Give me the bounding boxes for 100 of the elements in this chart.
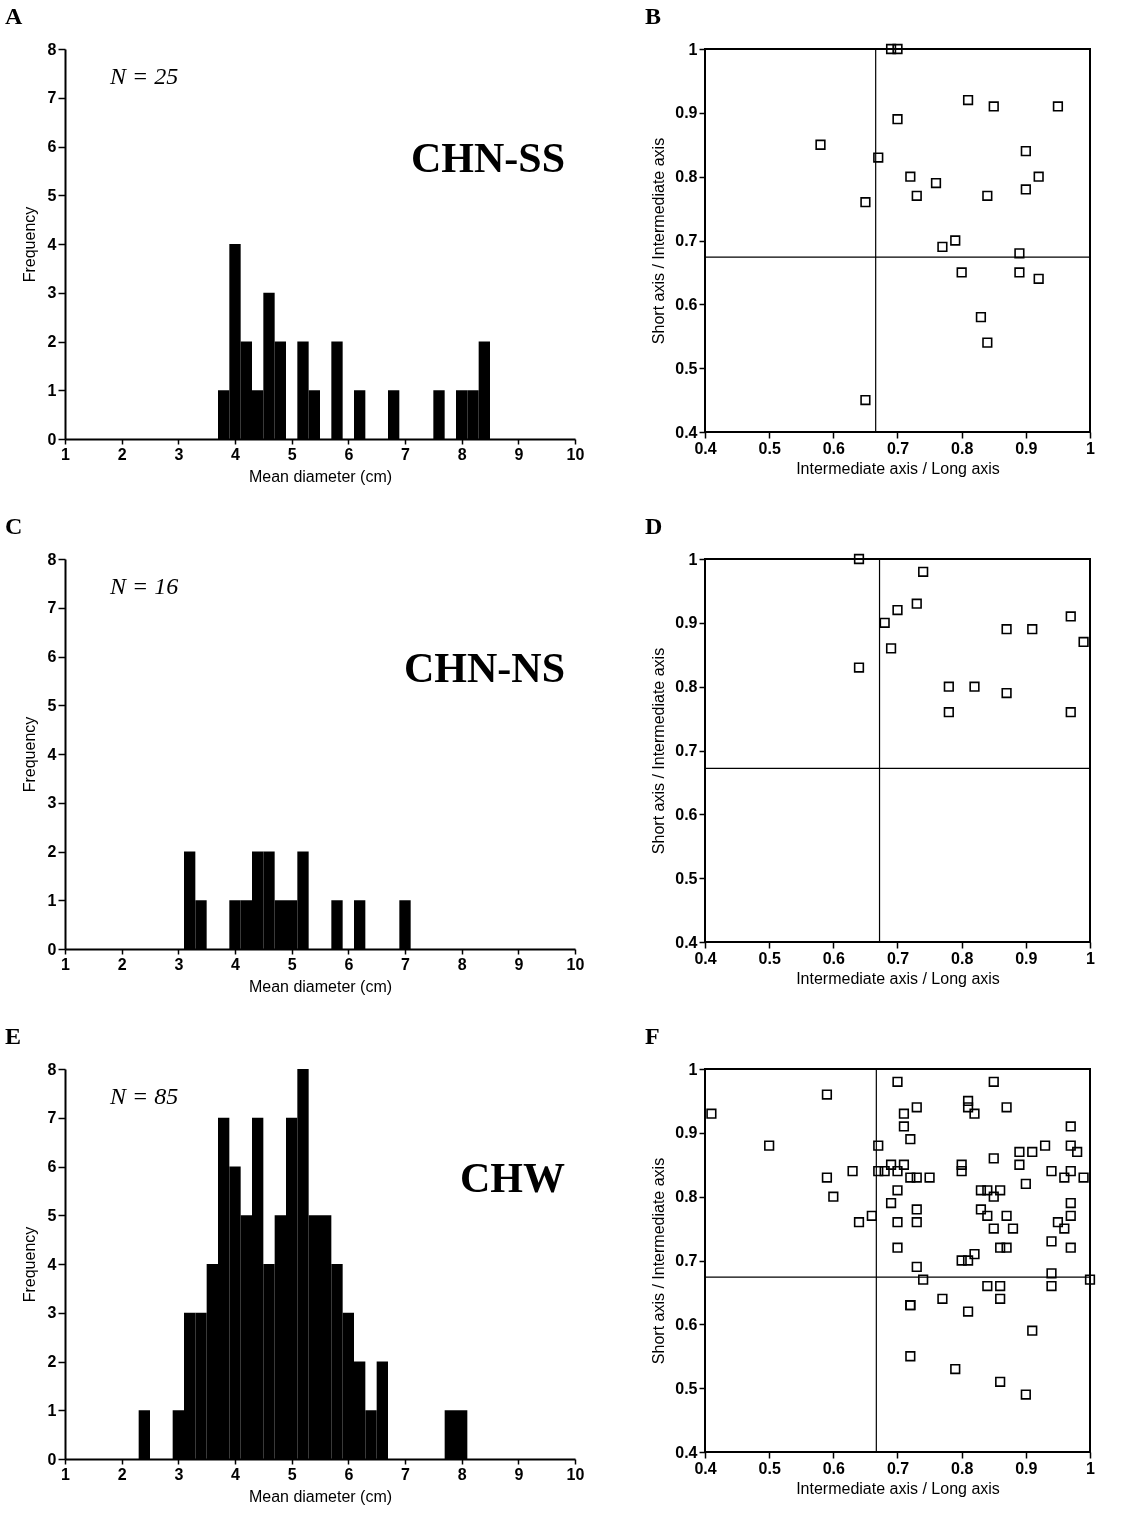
y-tick-label: 2 xyxy=(47,333,57,350)
y-tick-label: 3 xyxy=(47,284,57,302)
x-tick-label: 3 xyxy=(174,445,184,463)
x-axis-title: Intermediate axis / Long axis xyxy=(796,969,1000,987)
x-tick-label: 0.7 xyxy=(886,1459,910,1477)
point xyxy=(988,101,999,112)
y-tick-label: 0 xyxy=(47,1450,57,1468)
y-axis-title: Short axis / Intermediate axis xyxy=(650,137,668,345)
y-tick-label: 0.8 xyxy=(675,1188,698,1206)
y-tick-label: 1 xyxy=(47,381,57,399)
chart-title: D xyxy=(645,513,663,539)
point xyxy=(962,94,974,106)
x-tick-label: 8 xyxy=(457,445,467,463)
y-tick-label: 2 xyxy=(47,1353,57,1370)
annotation: N = 25 xyxy=(109,63,179,89)
y-tick-label: 1 xyxy=(688,40,698,58)
point xyxy=(885,643,897,654)
x-tick-label: 4 xyxy=(231,445,241,463)
point xyxy=(943,681,954,692)
point xyxy=(950,235,961,246)
x-tick-label: 0.6 xyxy=(822,439,846,457)
x-tick-label: 0.8 xyxy=(951,439,974,457)
point xyxy=(905,171,916,182)
x-tick-label: 4 xyxy=(231,955,241,973)
x-tick-label: 3 xyxy=(174,1465,184,1483)
x-tick-label: 3 xyxy=(174,955,184,973)
x-tick-label: 9 xyxy=(514,445,524,463)
x-axis-title: Mean diameter (cm) xyxy=(248,1487,393,1505)
y-tick-label: 5 xyxy=(47,186,57,204)
point xyxy=(969,681,980,692)
x-tick-label: 7 xyxy=(401,1465,411,1483)
x-tick-label: 5 xyxy=(287,445,297,463)
y-tick-label: 1 xyxy=(47,1401,57,1419)
y-tick-label: 4 xyxy=(47,1255,57,1273)
point xyxy=(1014,267,1025,278)
y-axis-title: Frequency xyxy=(20,206,38,283)
point xyxy=(885,43,897,55)
x-tick-label: 10 xyxy=(566,445,585,463)
x-tick-label: 2 xyxy=(117,445,127,463)
y-tick-label: 7 xyxy=(47,1109,57,1127)
point xyxy=(853,553,865,565)
point xyxy=(1020,146,1031,157)
point xyxy=(879,617,890,628)
x-tick-label: 0.7 xyxy=(886,439,910,457)
point xyxy=(918,566,929,577)
annotation: CHN-SS xyxy=(410,135,565,181)
chart-title: B xyxy=(645,3,662,29)
x-tick-label: 6 xyxy=(344,955,354,973)
point xyxy=(1027,624,1038,635)
point xyxy=(937,241,948,253)
point xyxy=(1014,248,1025,259)
chart-title: F xyxy=(645,1023,660,1049)
y-tick-label: 2 xyxy=(47,843,57,860)
y-tick-label: 0.6 xyxy=(675,805,698,823)
x-tick-label: 0.6 xyxy=(822,949,846,967)
y-tick-label: 5 xyxy=(47,696,57,714)
x-tick-label: 5 xyxy=(287,955,297,973)
x-tick-label: 0.5 xyxy=(758,439,781,457)
point xyxy=(911,598,922,609)
annotation: N = 85 xyxy=(109,1083,179,1109)
y-tick-label: 5 xyxy=(47,1206,57,1224)
y-tick-label: 0.9 xyxy=(675,1124,698,1142)
y-tick-label: 3 xyxy=(47,1304,57,1322)
point xyxy=(853,662,865,673)
y-tick-label: 1 xyxy=(688,1060,698,1078)
y-tick-label: 8 xyxy=(47,40,57,58)
chart-title: E xyxy=(5,1023,22,1049)
y-tick-label: 3 xyxy=(47,794,57,812)
x-tick-label: 0.8 xyxy=(951,1459,974,1477)
x-tick-label: 7 xyxy=(401,955,411,973)
x-tick-label: 10 xyxy=(566,955,585,973)
x-axis-title: Intermediate axis / Long axis xyxy=(796,1479,1000,1497)
x-tick-label: 6 xyxy=(344,1465,354,1483)
point xyxy=(1033,273,1044,284)
y-tick-label: 0.6 xyxy=(675,295,698,313)
x-tick-label: 6 xyxy=(344,445,354,463)
y-tick-label: 1 xyxy=(47,891,57,909)
point xyxy=(1033,171,1044,182)
point xyxy=(860,394,871,406)
x-tick-label: 7 xyxy=(401,445,411,463)
point xyxy=(815,139,826,150)
x-tick-label: 10 xyxy=(566,1465,585,1483)
point xyxy=(982,337,993,348)
annotation: CHN-NS xyxy=(403,645,565,691)
y-tick-label: 0.8 xyxy=(675,168,698,186)
point xyxy=(975,311,987,323)
x-tick-label: 1 xyxy=(61,445,71,463)
y-tick-label: 8 xyxy=(47,550,57,568)
y-tick-label: 6 xyxy=(47,138,57,155)
x-tick-label: 1 xyxy=(1086,1459,1096,1477)
x-tick-label: 0.5 xyxy=(758,1459,781,1477)
point xyxy=(1020,184,1031,195)
x-tick-label: 5 xyxy=(287,1465,297,1483)
point xyxy=(1001,624,1012,635)
point xyxy=(892,604,903,616)
x-tick-label: 9 xyxy=(514,955,524,973)
y-tick-label: 0.5 xyxy=(675,1379,698,1397)
point xyxy=(1078,636,1089,648)
x-axis-title: Intermediate axis / Long axis xyxy=(796,459,1000,477)
y-tick-label: 0.4 xyxy=(675,933,698,951)
